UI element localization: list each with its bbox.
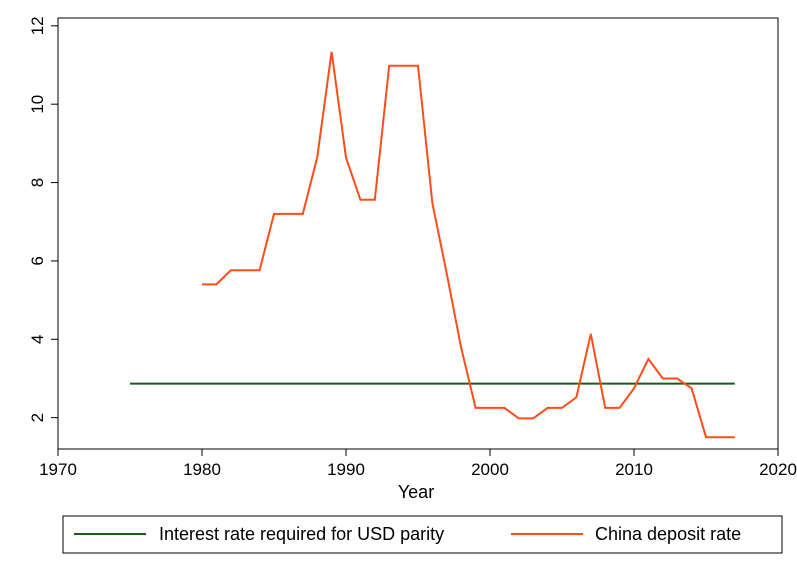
legend-box: [62, 515, 783, 554]
series-layer: [130, 51, 735, 439]
x-tick-label: 1980: [183, 460, 221, 479]
y-tick-label: 4: [28, 335, 47, 344]
y-axis: 2 4 6 8 10 12: [28, 16, 58, 422]
x-tick-label: 2020: [759, 460, 797, 479]
x-axis-title: Year: [398, 482, 434, 502]
y-tick-label: 8: [28, 178, 47, 187]
legend-label-1: China deposit rate: [595, 524, 741, 544]
x-axis: 1970 1980 1990 2000 2010 2020: [39, 449, 797, 479]
y-tick-label: 12: [28, 16, 47, 35]
y-tick-label: 6: [28, 256, 47, 265]
plot-area: [57, 17, 779, 450]
legend: Interest rate required for USD parity Chi…: [62, 515, 783, 554]
plot-frame: [57, 17, 779, 450]
x-tick-label: 2000: [471, 460, 509, 479]
x-tick-label: 1990: [327, 460, 365, 479]
y-tick-label: 10: [28, 95, 47, 114]
legend-label-0: Interest rate required for USD parity: [159, 524, 444, 544]
y-tick-label: 2: [28, 413, 47, 422]
x-tick-label: 1970: [39, 460, 77, 479]
series-line-1: [202, 51, 735, 439]
x-tick-label: 2010: [615, 460, 653, 479]
